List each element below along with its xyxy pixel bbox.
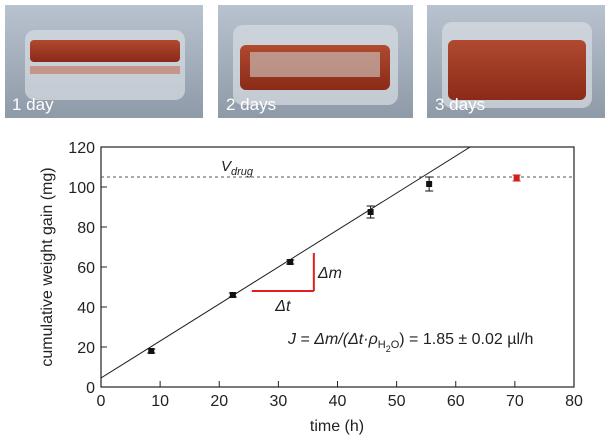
point: [367, 209, 374, 215]
annotation: J = Δm/(Δt·ρH2O) = 1.85 ± 0.02 µl/h: [287, 331, 533, 354]
photo-label: 2 days: [226, 95, 276, 114]
plot: 0 10 20 30 40 50 60 70 80 0 20 40 60 80 100 120 Vdrug Δt Δ…: [68, 140, 583, 410]
photo: 1 day: [5, 5, 203, 118]
y-tick-label: 20: [77, 340, 95, 357]
y-tick-label: 0: [86, 380, 95, 397]
y-tick-label: 40: [77, 300, 95, 317]
photo: 3 days: [427, 5, 605, 118]
point: [229, 292, 236, 298]
delta-m-label: Δm: [317, 265, 342, 282]
annotation-part: H: [378, 339, 386, 351]
x-tick-label: 40: [329, 393, 347, 410]
x-tick-label: 80: [565, 393, 583, 410]
fit-line: [101, 147, 472, 379]
x-tick-label: 30: [269, 393, 287, 410]
reference-label: Vdrug: [221, 158, 254, 178]
y-axis-label: cumulative weight gain (mg): [39, 167, 56, 366]
annotation-part: Δm/(Δt·ρ: [313, 331, 378, 348]
x-tick-label: 60: [447, 393, 465, 410]
y-tick-label: 100: [68, 180, 95, 197]
photo-label: 1 day: [12, 95, 54, 114]
annotation-part: =: [296, 331, 314, 348]
y-tick-label: 80: [77, 220, 95, 237]
x-tick-label: 70: [506, 393, 524, 410]
point: [148, 348, 155, 354]
annotation-part: 2: [386, 344, 391, 354]
photo-label: 3 days: [435, 95, 485, 114]
x-tick-label: 0: [97, 393, 106, 410]
x-tick-label: 20: [210, 393, 228, 410]
point: [513, 175, 520, 181]
point: [287, 259, 294, 265]
x-axis-label: time (h): [310, 418, 364, 435]
x-tick-label: 50: [388, 393, 406, 410]
reference-label-main: V: [221, 158, 233, 175]
y-tick-label: 120: [68, 140, 95, 157]
annotation-part: J: [287, 331, 297, 348]
annotation-part: ) = 1.85 ± 0.02 µl/h: [399, 331, 533, 348]
annotation-part: O: [391, 339, 400, 351]
x-tick-label: 10: [151, 393, 169, 410]
photo: 2 days: [218, 5, 413, 118]
y-tick-label: 60: [77, 260, 95, 277]
reference-label-sub: drug: [231, 166, 254, 178]
delta-t-label: Δt: [274, 298, 291, 315]
point: [426, 181, 433, 187]
